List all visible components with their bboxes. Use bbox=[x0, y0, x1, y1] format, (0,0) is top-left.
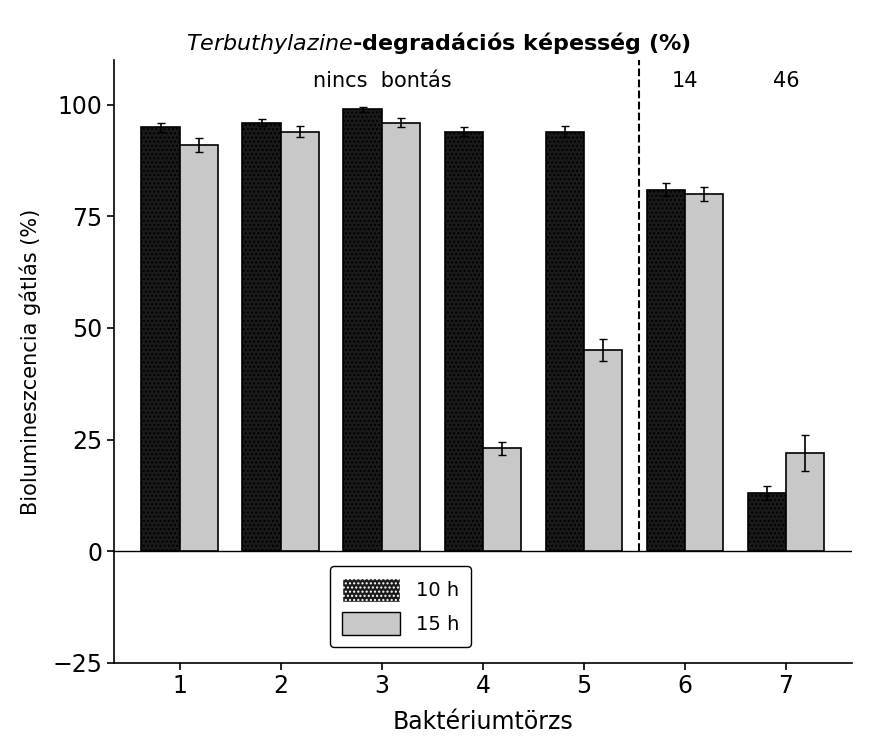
Text: nincs  bontás: nincs bontás bbox=[312, 72, 451, 91]
Text: 46: 46 bbox=[772, 72, 798, 91]
Bar bbox=[343, 109, 381, 551]
Bar bbox=[281, 132, 319, 551]
Bar bbox=[242, 123, 281, 551]
Bar bbox=[444, 132, 482, 551]
Bar bbox=[684, 194, 723, 551]
Bar bbox=[545, 132, 583, 551]
Y-axis label: Biolumineszcencia gátlás (%): Biolumineszcencia gátlás (%) bbox=[19, 209, 41, 514]
Bar bbox=[583, 350, 622, 551]
Text: $\it{Terbuthylazine}$-degradációs képesség (%): $\it{Terbuthylazine}$-degradációs képess… bbox=[186, 30, 691, 56]
Bar bbox=[180, 145, 218, 551]
Text: 14: 14 bbox=[671, 72, 697, 91]
Bar bbox=[141, 127, 180, 551]
Legend: 10 h, 15 h: 10 h, 15 h bbox=[330, 566, 470, 647]
Bar bbox=[746, 493, 785, 551]
Bar bbox=[381, 123, 420, 551]
Bar bbox=[482, 449, 521, 551]
X-axis label: Baktériumtörzs: Baktériumtörzs bbox=[392, 709, 573, 733]
Bar bbox=[785, 453, 824, 551]
Bar bbox=[645, 190, 684, 551]
